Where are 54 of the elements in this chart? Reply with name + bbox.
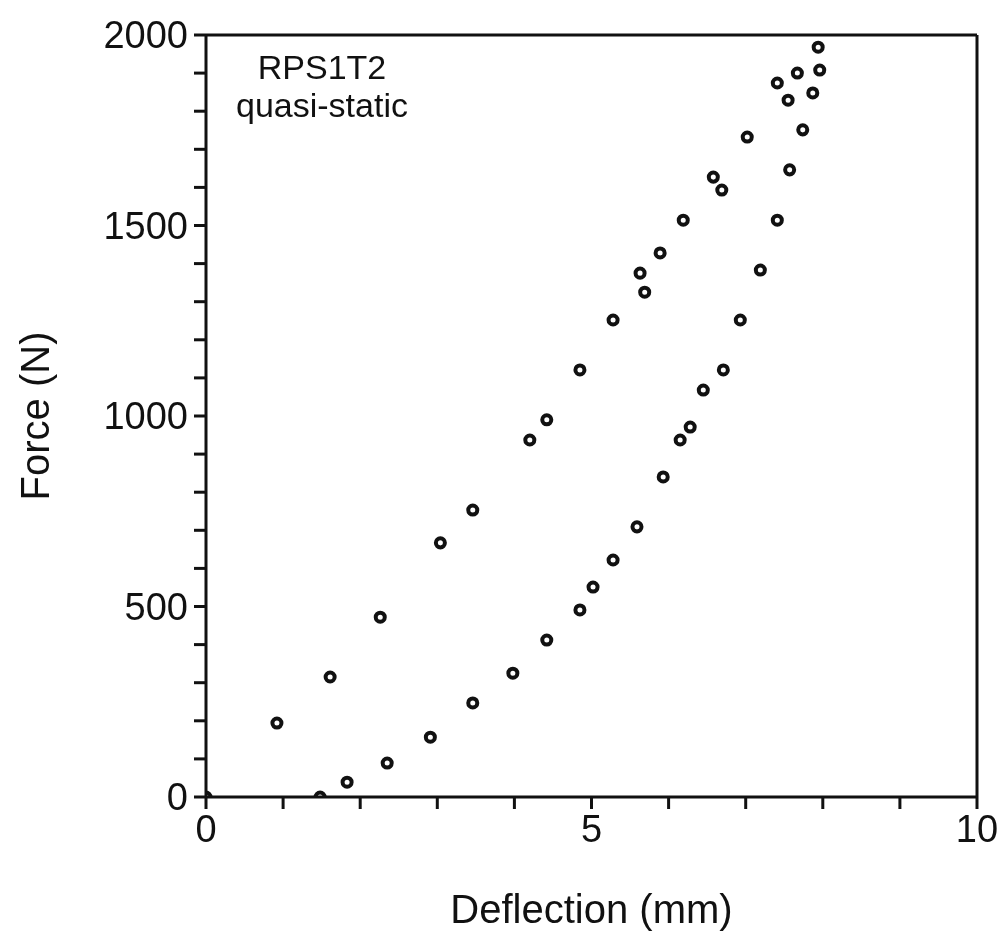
- annotation: quasi-static: [236, 86, 408, 124]
- point: [811, 40, 825, 54]
- x-tick-label: 0: [195, 807, 217, 850]
- point: [683, 420, 697, 434]
- point: [270, 716, 284, 730]
- point: [323, 670, 337, 684]
- point: [373, 610, 387, 624]
- annotation: RPS1T2: [256, 48, 388, 86]
- point: [630, 520, 644, 534]
- y-tick-label: 500: [124, 585, 188, 628]
- point: [770, 76, 784, 90]
- y-tick-label: 1000: [103, 395, 188, 438]
- point: [783, 163, 797, 177]
- x-tick-label: 10: [955, 807, 999, 850]
- point: [540, 413, 554, 427]
- point: [733, 313, 747, 327]
- point: [523, 433, 537, 447]
- y-tick-label: 2000: [103, 14, 188, 57]
- x-axis-title: Deflection (mm): [450, 887, 733, 931]
- point: [715, 183, 729, 197]
- point: [706, 170, 720, 184]
- point: [380, 756, 394, 770]
- point: [696, 383, 710, 397]
- point: [781, 93, 795, 107]
- point: [340, 775, 354, 789]
- point: [716, 363, 730, 377]
- y-tick-label: 1500: [103, 204, 188, 247]
- point: [813, 63, 827, 77]
- point: [606, 313, 620, 327]
- point: [806, 86, 820, 100]
- point: [653, 246, 667, 260]
- point: [753, 263, 767, 277]
- point: [506, 666, 520, 680]
- point: [573, 603, 587, 617]
- point: [676, 213, 690, 227]
- point: [790, 66, 804, 80]
- point: [466, 503, 480, 517]
- y-tick-label: 0: [166, 776, 188, 819]
- point: [573, 363, 587, 377]
- point: [586, 580, 600, 594]
- point: [740, 130, 754, 144]
- point: [633, 266, 647, 280]
- point: [606, 553, 620, 567]
- point: [423, 730, 437, 744]
- x-tick-label: 5: [580, 807, 603, 850]
- point: [433, 536, 447, 550]
- y-axis-title: Force (N): [13, 331, 58, 501]
- point: [540, 633, 554, 647]
- point: [770, 213, 784, 227]
- point: [796, 123, 810, 137]
- point: [673, 433, 687, 447]
- point: [638, 285, 652, 299]
- point: [466, 696, 480, 710]
- point: [656, 470, 670, 484]
